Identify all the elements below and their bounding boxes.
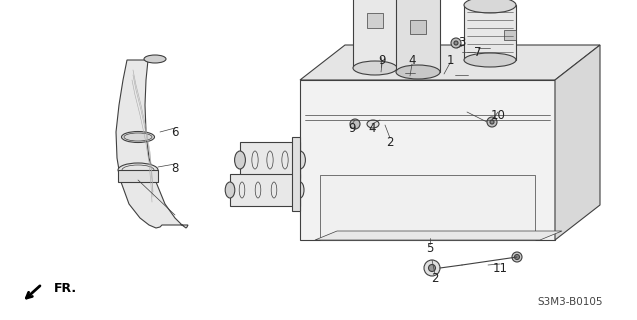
Polygon shape <box>300 45 600 80</box>
Circle shape <box>451 38 461 48</box>
Polygon shape <box>292 137 300 211</box>
Polygon shape <box>396 0 440 72</box>
Text: 10: 10 <box>490 108 505 122</box>
Polygon shape <box>410 20 426 34</box>
Polygon shape <box>464 5 516 60</box>
Text: S3M3-B0105: S3M3-B0105 <box>537 297 603 307</box>
Ellipse shape <box>367 120 379 128</box>
Ellipse shape <box>428 73 436 82</box>
Text: 4: 4 <box>408 53 416 67</box>
Ellipse shape <box>464 53 516 67</box>
Ellipse shape <box>464 0 516 13</box>
Circle shape <box>378 69 383 75</box>
Ellipse shape <box>406 74 413 78</box>
Text: 3: 3 <box>458 36 466 49</box>
Ellipse shape <box>296 182 304 198</box>
Polygon shape <box>230 174 300 206</box>
Text: 4: 4 <box>368 122 376 134</box>
Ellipse shape <box>144 55 166 63</box>
Polygon shape <box>353 0 397 68</box>
Ellipse shape <box>447 72 457 83</box>
Polygon shape <box>118 170 158 182</box>
Text: 5: 5 <box>426 242 434 254</box>
Ellipse shape <box>294 151 305 169</box>
Text: 7: 7 <box>475 45 482 59</box>
Polygon shape <box>504 30 516 40</box>
Circle shape <box>490 120 494 124</box>
Ellipse shape <box>403 71 417 81</box>
Circle shape <box>376 67 386 77</box>
Text: 6: 6 <box>171 125 179 139</box>
Text: 11: 11 <box>492 261 508 275</box>
Text: 9: 9 <box>348 122 355 134</box>
Ellipse shape <box>225 182 235 198</box>
Polygon shape <box>320 175 535 240</box>
Circle shape <box>424 260 440 276</box>
Polygon shape <box>367 13 383 28</box>
Polygon shape <box>432 72 452 83</box>
Polygon shape <box>116 60 188 228</box>
Polygon shape <box>555 45 600 240</box>
Polygon shape <box>300 80 555 240</box>
Text: 9: 9 <box>378 53 386 67</box>
Text: FR.: FR. <box>54 282 77 294</box>
Text: 2: 2 <box>431 271 439 284</box>
Circle shape <box>515 254 520 260</box>
Ellipse shape <box>122 132 155 142</box>
Circle shape <box>454 41 458 45</box>
Circle shape <box>350 119 360 129</box>
Text: 8: 8 <box>171 162 179 174</box>
Circle shape <box>487 117 497 127</box>
Ellipse shape <box>118 163 158 177</box>
Ellipse shape <box>124 133 152 141</box>
Text: 2: 2 <box>386 135 394 148</box>
Text: 1: 1 <box>447 53 454 67</box>
Polygon shape <box>315 231 562 240</box>
Circle shape <box>429 265 436 271</box>
Ellipse shape <box>353 61 397 75</box>
Ellipse shape <box>234 151 245 169</box>
Ellipse shape <box>396 65 440 79</box>
Circle shape <box>512 252 522 262</box>
Polygon shape <box>240 142 300 178</box>
